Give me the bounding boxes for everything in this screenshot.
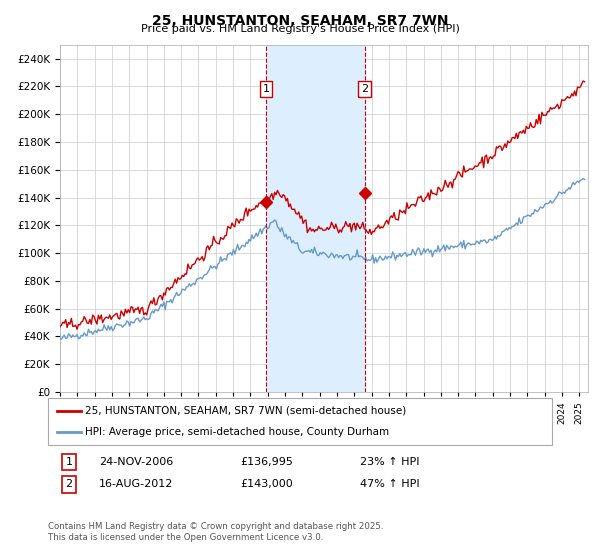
- Text: £136,995: £136,995: [240, 457, 293, 467]
- Text: 47% ↑ HPI: 47% ↑ HPI: [360, 479, 419, 489]
- Text: This data is licensed under the Open Government Licence v3.0.: This data is licensed under the Open Gov…: [48, 533, 323, 542]
- Text: 24-NOV-2006: 24-NOV-2006: [99, 457, 173, 467]
- Text: 23% ↑ HPI: 23% ↑ HPI: [360, 457, 419, 467]
- Text: £143,000: £143,000: [240, 479, 293, 489]
- Text: 2: 2: [361, 84, 368, 94]
- Text: 1: 1: [65, 457, 73, 467]
- Text: Price paid vs. HM Land Registry's House Price Index (HPI): Price paid vs. HM Land Registry's House …: [140, 24, 460, 34]
- Bar: [266, 45, 365, 392]
- Text: 16-AUG-2012: 16-AUG-2012: [99, 479, 173, 489]
- Text: Contains HM Land Registry data © Crown copyright and database right 2025.: Contains HM Land Registry data © Crown c…: [48, 522, 383, 531]
- Text: 2: 2: [65, 479, 73, 489]
- Text: 25, HUNSTANTON, SEAHAM, SR7 7WN: 25, HUNSTANTON, SEAHAM, SR7 7WN: [152, 14, 448, 28]
- Text: 1: 1: [263, 84, 269, 94]
- Text: 25, HUNSTANTON, SEAHAM, SR7 7WN (semi-detached house): 25, HUNSTANTON, SEAHAM, SR7 7WN (semi-de…: [85, 406, 406, 416]
- Text: HPI: Average price, semi-detached house, County Durham: HPI: Average price, semi-detached house,…: [85, 427, 389, 437]
